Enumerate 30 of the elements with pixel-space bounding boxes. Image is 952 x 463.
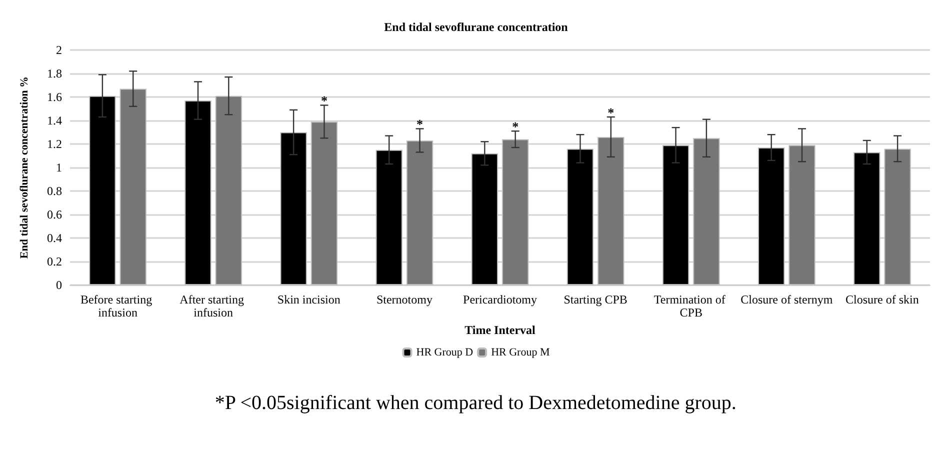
x-tick-label: After starting infusion [180,292,247,320]
legend-label: HR Group M [491,346,550,358]
x-tick-label: Closure of sternym [740,292,834,306]
x-tick-label: Closure of skin [846,292,919,306]
x-tick-label: Sternotomy [376,292,432,306]
x-tick-label: Starting CPB [564,292,628,306]
y-tick-label: 1 [56,160,62,174]
annotation: * [608,104,614,120]
annotation: * [416,116,424,132]
y-tick-label: 1.4 [47,114,62,128]
y-tick-label: 1.8 [47,66,62,80]
text: *P <0.05significant when compared to Dexmedetomedine group. [214,392,736,414]
y-tick-label: 0 [56,278,62,292]
x-tick-label: Before starting infusion [80,292,156,320]
y-tick-label: 0.2 [47,254,62,268]
x-tick-label: Skin incision [277,292,340,306]
y-axis-title: End tidal sevoflurane concentration % [18,76,30,259]
annotation: * [320,93,328,108]
x-axis-title: Time Interval [464,322,536,337]
x-tick-label: Pericardiotomy [463,292,537,306]
y-tick-label: 1.6 [47,90,62,104]
legend-label: HR Group D [416,346,474,358]
y-tick-label: 0.6 [47,208,62,222]
y-tick-label: 1.2 [47,137,62,151]
y-tick-label: 0.8 [47,184,62,198]
y-tick-label: 0.4 [47,231,62,245]
x-tick-label: Termination of CPB [654,292,728,320]
annotation: * [512,119,519,134]
chart-title: End tidal sevoflurane concentration [384,20,568,34]
y-tick-label: 2 [56,43,62,57]
